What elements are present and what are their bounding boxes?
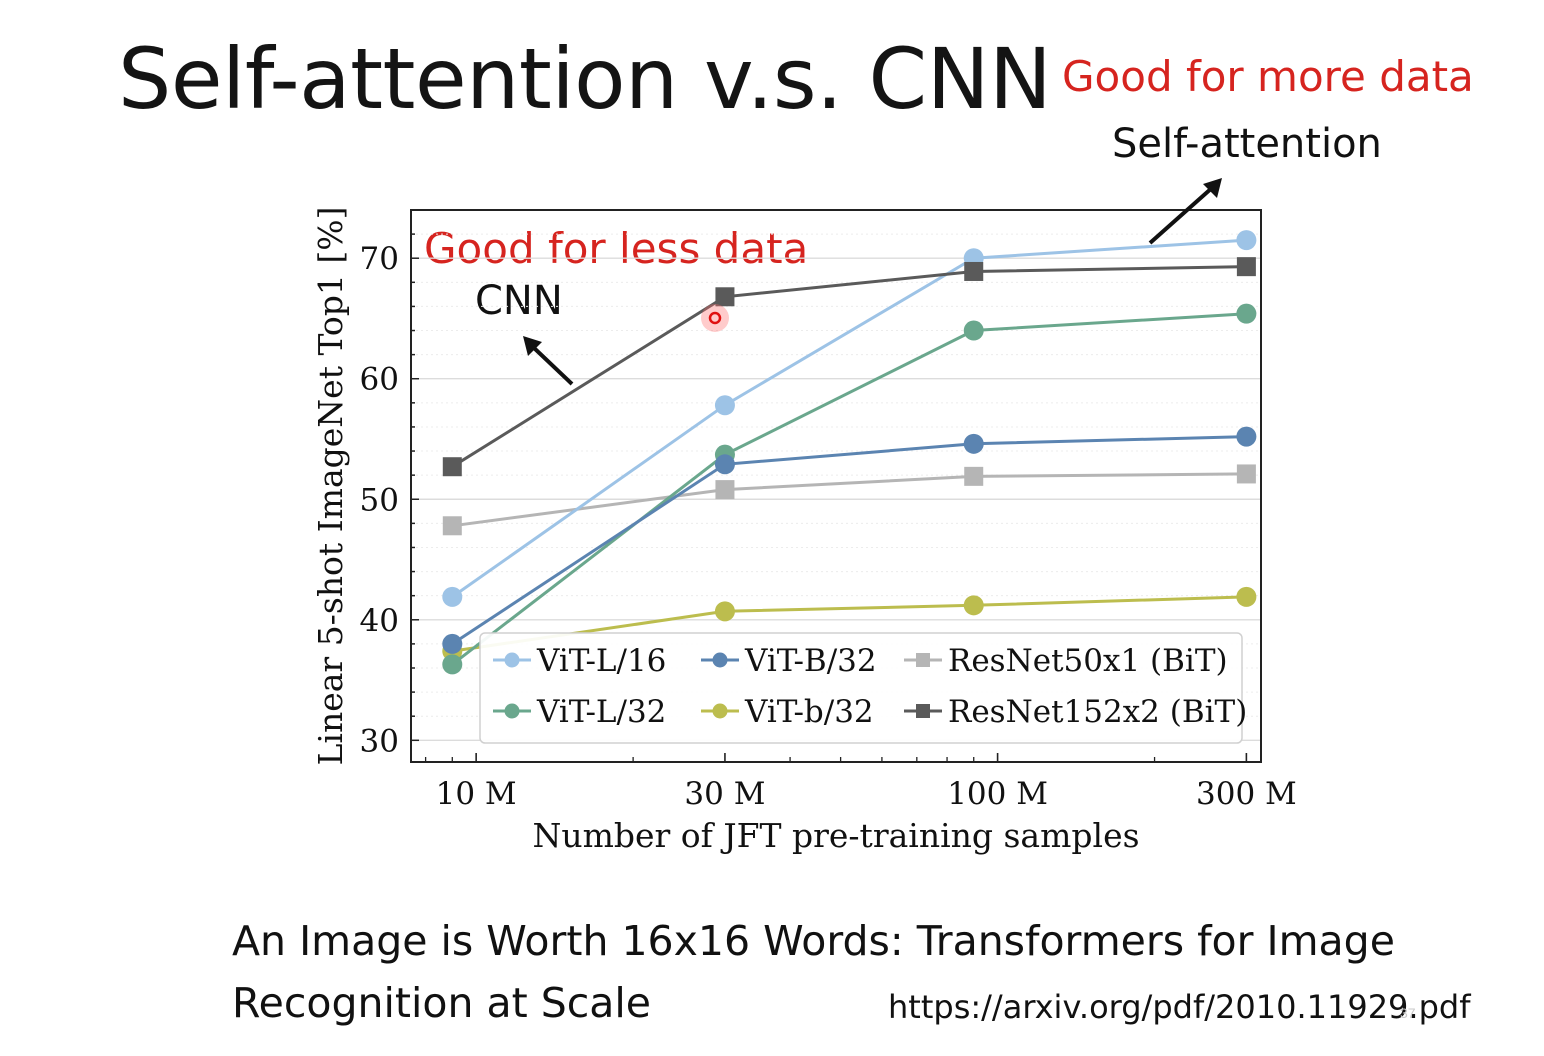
- legend-marker: [504, 652, 520, 668]
- x-tick-label: 300 M: [1196, 776, 1297, 812]
- x-axis-label: Number of JFT pre-training samples: [532, 816, 1139, 855]
- y-axis: 30 40 50 60 70: [360, 233, 419, 759]
- y-axis-label: Linear 5-shot ImageNet Top1 [%]: [311, 207, 350, 766]
- data-point: [964, 261, 984, 281]
- data-point: [442, 654, 463, 675]
- label-cnn: CNN: [475, 278, 563, 324]
- legend-marker: [916, 653, 930, 667]
- legend-label: ViT-L/32: [536, 694, 666, 730]
- data-point: [963, 320, 984, 341]
- cnn-arrow-head: [523, 336, 542, 356]
- paper-url[interactable]: https://arxiv.org/pdf/2010.11929.pdf: [888, 988, 1471, 1026]
- self-attention-arrow-line: [1148, 185, 1215, 245]
- chart-series: [442, 230, 1257, 675]
- legend-label: ViT-b/32: [744, 694, 874, 730]
- data-point: [1236, 230, 1257, 251]
- data-point: [1236, 257, 1256, 277]
- x-tick-label: 30 M: [684, 776, 765, 812]
- series-line: [452, 472, 1247, 528]
- x-axis: 10 M 30 M 100 M 300 M: [424, 753, 1297, 812]
- data-point: [1236, 464, 1256, 484]
- note-good-for-less-data: Good for less data: [424, 224, 809, 273]
- data-point: [963, 595, 984, 616]
- data-point: [442, 633, 463, 654]
- data-point: [964, 466, 984, 486]
- series-line: [451, 435, 1247, 646]
- data-point: [714, 601, 735, 622]
- y-tick-label: 40: [360, 603, 399, 639]
- paper-citation: An Image is Worth 16x16 Words: Transform…: [232, 910, 1432, 1034]
- data-point: [715, 287, 735, 307]
- series-line: [451, 265, 1247, 468]
- legend-marker: [712, 652, 728, 668]
- legend-marker: [916, 704, 930, 718]
- data-point: [442, 457, 462, 477]
- data-point: [715, 480, 735, 500]
- y-tick-label: 60: [360, 362, 399, 398]
- y-tick-label: 50: [360, 482, 399, 518]
- laser-pointer-glow: [701, 304, 729, 332]
- x-tick-label: 100 M: [947, 776, 1048, 812]
- y-tick-label: 70: [360, 241, 399, 277]
- x-tick-label: 10 M: [436, 776, 517, 812]
- chart-legend: ViT-L/16 ViT-B/32 ResNet50x1 (BiT) ViT-L/32…: [493, 643, 1247, 730]
- data-point: [714, 395, 735, 416]
- data-point: [963, 433, 984, 454]
- self-attention-arrow-head: [1203, 178, 1222, 198]
- note-good-for-more-data: Good for more data: [1062, 52, 1474, 101]
- data-point: [714, 454, 735, 475]
- data-point: [442, 516, 462, 536]
- legend-marker: [712, 703, 728, 719]
- legend-box: [479, 632, 1243, 744]
- data-point: [1236, 586, 1257, 607]
- citation-line-2: Recognition at Scale: [232, 979, 652, 1027]
- page-number: 37: [1400, 1005, 1416, 1021]
- legend-label: ViT-B/32: [744, 643, 877, 679]
- data-point: [442, 586, 463, 607]
- cnn-arrow-line: [531, 345, 574, 386]
- slide-title: Self-attention v.s. CNN: [118, 30, 1052, 128]
- data-point: [1236, 303, 1257, 324]
- legend-label: ResNet152x2 (BiT): [948, 694, 1247, 730]
- label-self-attention: Self-attention: [1112, 121, 1382, 167]
- plot-frame: [410, 209, 1262, 763]
- series-line: [451, 238, 1247, 599]
- legend-label: ViT-L/16: [536, 643, 666, 679]
- y-tick-label: 30: [360, 723, 399, 759]
- series-line: [451, 312, 1247, 666]
- legend-label: ResNet50x1 (BiT): [948, 643, 1228, 679]
- citation-line-1: An Image is Worth 16x16 Words: Transform…: [232, 917, 1395, 965]
- laser-pointer-dot: [708, 311, 722, 325]
- legend-marker: [504, 703, 520, 719]
- data-point: [1236, 426, 1257, 447]
- series-line: [452, 595, 1247, 653]
